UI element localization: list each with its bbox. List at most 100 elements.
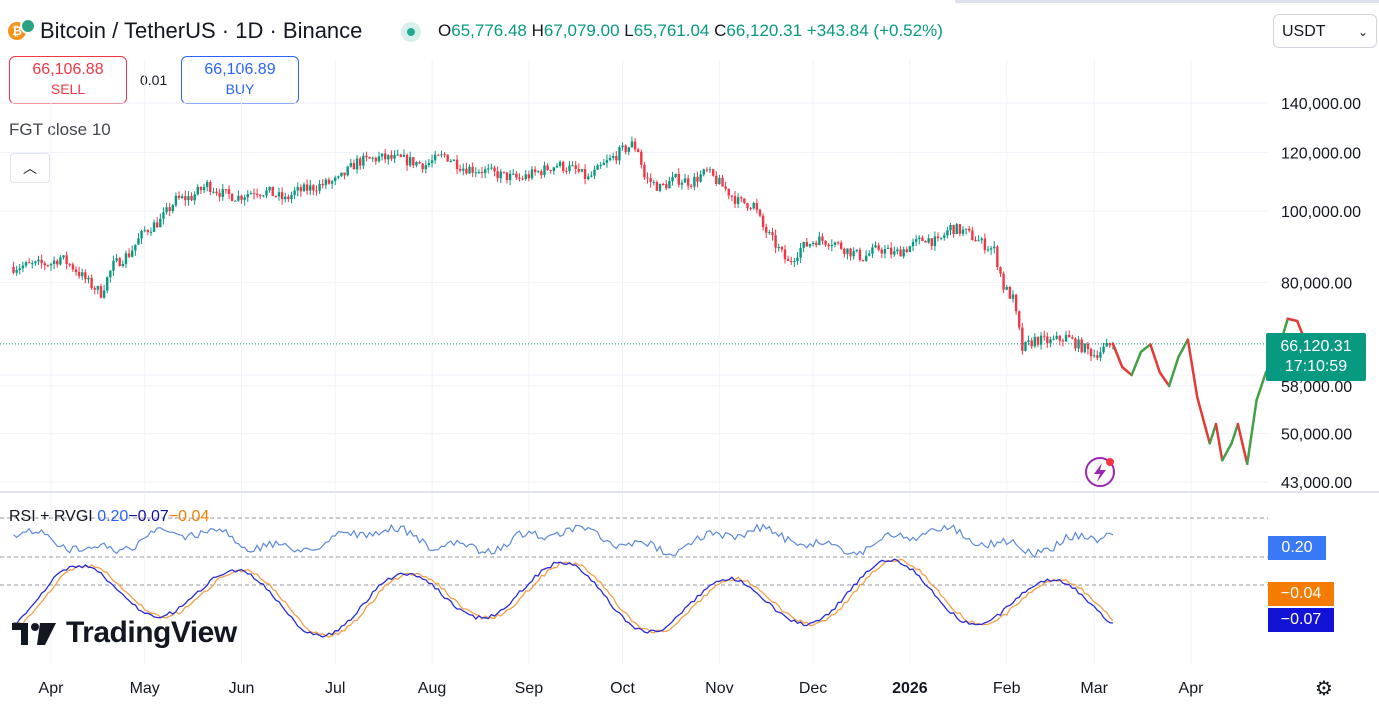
last-price-tag: 66,120.31 17:10:59 — [1266, 333, 1366, 381]
candle-up — [799, 247, 802, 258]
candle-up — [1092, 355, 1096, 357]
candle-down — [177, 195, 181, 199]
candle-down — [199, 187, 203, 191]
alert-flash-bolt — [1094, 463, 1106, 482]
candle-down — [724, 186, 727, 189]
rsi-legend[interactable]: RSI + RVGI 0.20−0.07−0.04 — [9, 508, 209, 526]
time-axis[interactable]: Apr May Jun Jul Aug Sep Oct Nov Dec 2026 Feb Mar Apr — [39, 680, 1205, 697]
forecast-segment — [1158, 371, 1171, 388]
currency-select[interactable]: USDT ⌄ — [1273, 14, 1377, 48]
candle-down — [84, 272, 87, 280]
candle-down — [74, 269, 78, 272]
candle-down — [996, 246, 999, 268]
candle-down — [615, 155, 618, 161]
candle-down — [774, 235, 777, 248]
candle-down — [577, 168, 581, 172]
candle-down — [649, 178, 652, 183]
candle-up — [371, 157, 374, 159]
candle-up — [599, 164, 602, 166]
candle-up — [59, 257, 62, 265]
symbol-title[interactable]: Bitcoin / TetherUS · 1D · Binance — [40, 18, 363, 43]
candle-down — [549, 170, 552, 172]
candle-up — [262, 195, 265, 197]
candle-down — [1086, 343, 1090, 349]
ohlc-legend: O65,776.48 H67,079.00 L65,761.04 C66,120… — [438, 21, 943, 41]
candle-down — [209, 181, 212, 192]
candle-up — [1083, 343, 1087, 353]
sell-label: SELL — [50, 81, 86, 97]
time-tick-label: Feb — [993, 680, 1021, 697]
price-tick-label: 58,000.00 — [1281, 379, 1352, 396]
candle-up — [530, 169, 534, 179]
candle-down — [312, 185, 315, 191]
candle-down — [12, 267, 15, 273]
low-value: 65,761.04 — [633, 21, 710, 40]
candle-up — [349, 163, 353, 167]
candle-down — [761, 215, 765, 227]
open-label: O — [438, 21, 452, 40]
candle-down — [1058, 335, 1062, 341]
collapse-legend-button[interactable]: ︿ — [10, 153, 50, 183]
candle-down — [280, 192, 284, 200]
rsi-label: RSI + RVGI — [9, 508, 93, 525]
candle-up — [1027, 340, 1030, 342]
candle-down — [780, 246, 784, 250]
candle-up — [490, 167, 493, 169]
candle-up — [205, 181, 209, 187]
alert-flash-icon — [1085, 457, 1115, 487]
candle-down — [971, 230, 974, 241]
candle-up — [1077, 339, 1080, 349]
candle-down — [765, 226, 768, 233]
market-open-dot — [407, 28, 415, 36]
candle-up — [302, 184, 306, 192]
forecast-segment — [1255, 371, 1268, 402]
candle-up — [121, 263, 125, 267]
candle-down — [184, 196, 187, 201]
candle-up — [318, 183, 321, 191]
candle-up — [152, 222, 156, 232]
candle-up — [777, 246, 780, 248]
candle-down — [546, 165, 549, 171]
chart-settings-icon[interactable]: ⚙ — [1315, 678, 1333, 700]
time-tick-label: 2026 — [892, 680, 928, 697]
fgt-indicator-label[interactable]: FGT close 10 — [9, 120, 111, 139]
candle-up — [187, 196, 190, 201]
candle-down — [99, 286, 103, 298]
candle-up — [137, 238, 140, 245]
candle-up — [652, 181, 655, 183]
candle-up — [221, 189, 224, 197]
candle-up — [608, 157, 612, 161]
candle-up — [202, 186, 206, 191]
rsi-value: 0.20 — [97, 508, 129, 525]
candle-up — [914, 239, 918, 242]
buy-button[interactable]: 66,106.89 BUY — [181, 56, 299, 104]
time-tick-label: Mar — [1080, 680, 1108, 697]
candle-up — [864, 255, 868, 261]
candle-down — [1080, 339, 1083, 353]
candle-up — [699, 174, 702, 182]
candle-up — [802, 241, 805, 248]
candle-up — [833, 242, 837, 245]
candle-up — [96, 286, 100, 290]
candle-up — [102, 290, 106, 298]
candle-down — [677, 173, 680, 185]
candle-down — [758, 209, 762, 216]
tradingview-brand[interactable]: TradingView — [66, 616, 237, 649]
candle-up — [387, 155, 390, 160]
candle-down — [1043, 335, 1046, 337]
candle-up — [34, 261, 37, 264]
candle-down — [255, 193, 259, 196]
candle-down — [921, 237, 924, 241]
candle-down — [1030, 340, 1033, 347]
forecast-segment — [1121, 365, 1133, 377]
candle-down — [1021, 327, 1024, 351]
candle-down — [1046, 336, 1049, 344]
grid — [0, 60, 1379, 665]
candle-up — [293, 190, 296, 195]
candle-up — [474, 172, 477, 174]
candle-down — [843, 248, 846, 255]
candle-down — [730, 195, 734, 197]
price-axis[interactable]: 140,000.00 120,000.00 100,000.00 80,000.00 6… — [1281, 96, 1361, 492]
candle-down — [118, 258, 121, 267]
